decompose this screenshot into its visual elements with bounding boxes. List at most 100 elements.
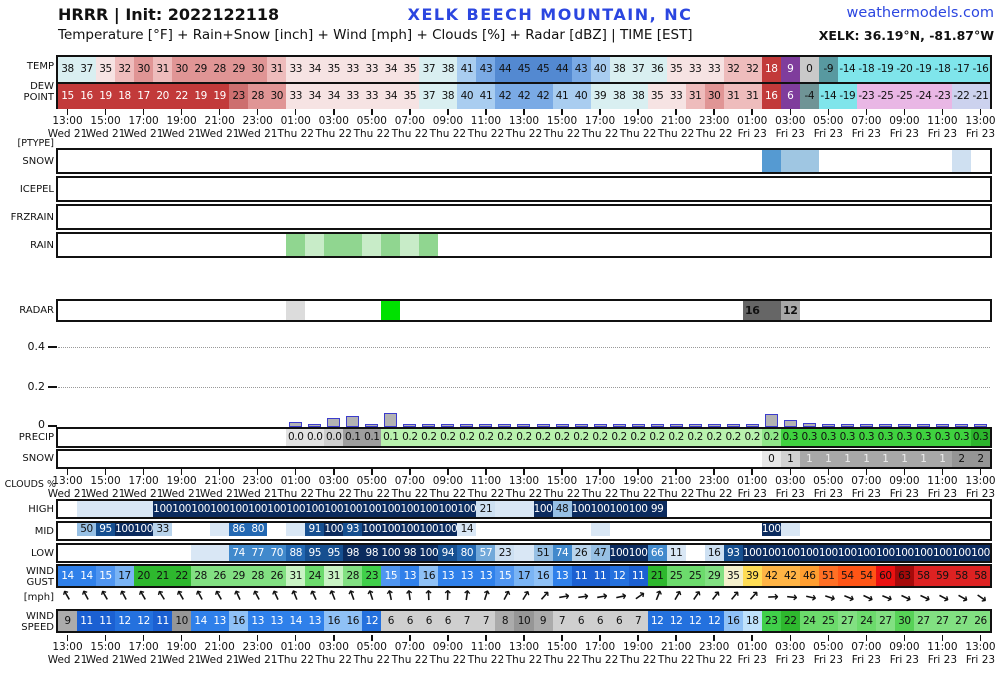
precip-accum-cell [77, 429, 96, 446]
snow-accum-cell [305, 451, 324, 467]
precip-bars [58, 327, 990, 427]
cloud-mid-cell [58, 536, 77, 539]
precip-accum-cell: 0.2 [457, 429, 477, 446]
time-tick [66, 469, 69, 475]
dewpoint-cell: 6 [780, 84, 800, 109]
cloud-low-cell: 26 [571, 545, 591, 561]
cloud-low-cell [191, 545, 211, 561]
cloud-high-cell: 100 [210, 501, 229, 517]
ptype-snow-cell [819, 150, 838, 172]
cloud-high-cell [724, 501, 743, 517]
radar-cell [362, 301, 381, 320]
ptype-snow-cell [705, 150, 724, 172]
ptype-snow-cell [96, 150, 115, 172]
snow-accum-cell [476, 451, 495, 467]
temp-cell: 0 [799, 57, 819, 82]
clouds-section-label: CLOUDS % [4, 479, 56, 490]
time-tick [751, 109, 753, 115]
dewpoint-cell: -23 [932, 84, 952, 109]
snow-accum-cell [286, 451, 305, 467]
ptype-icepel-cell [324, 178, 343, 200]
time-label: 15:00 Thu 22 [543, 115, 581, 140]
precip-bar [498, 424, 512, 427]
cloud-mid-cell: 91 [305, 523, 325, 537]
time-label: 05:00 Fri 23 [813, 475, 844, 500]
time-tick [218, 109, 221, 115]
time-label: 09:00 Thu 22 [429, 641, 467, 666]
wind-direction-arrow: ↑ [971, 588, 991, 607]
time-tick [142, 469, 145, 475]
wind-speed-cell: 23 [761, 611, 781, 631]
ptype-rain-cell [267, 234, 286, 256]
snow-accum-cell [58, 451, 77, 467]
ptype-rain-cell [857, 234, 876, 256]
radar-cell [857, 301, 876, 320]
precip-accum-cell: 0.0 [286, 429, 306, 446]
ptype-icepel-label: ICEPEL [19, 184, 54, 195]
time-tick [180, 109, 183, 115]
wind-speed-cell: 10 [514, 611, 534, 631]
wind-direction-row: ↑ ↑ ↑ ↑ ↑ ↑ ↑ ↑ ↑ ↑ ↑ ↑ ↑ ↑ ↑ ↑ ↑ ↑ ↑ ↑ ↑ ↑ ↑ ↑ ↑ ↑ ↑ ↑ ↑ ↑ ↑ ↑ ↑ ↑ ↑ ↑ ↑ ↑ ↑ ↑… [58, 586, 991, 607]
precip-bar [555, 424, 569, 427]
precip-bar [536, 424, 550, 427]
cloud-low-cell [686, 545, 705, 561]
variables-subtitle: Temperature [°F] + Rain+Snow [inch] + Wi… [58, 27, 693, 43]
wind-speed-cell: 6 [381, 611, 401, 631]
radar-cell [77, 301, 96, 320]
ptype-frzrain-cell [96, 206, 115, 228]
time-label: 15:00 Wed 21 [85, 115, 126, 140]
dewpoint-cell: 38 [628, 84, 648, 109]
cloud-high-cell [743, 501, 762, 517]
time-label: 19:00 Thu 22 [619, 641, 657, 666]
ptype-rain-cell [115, 234, 134, 256]
time-tick [827, 635, 830, 641]
wind-gust-cell: 14 [58, 566, 78, 586]
precip-accum-cell: 0.1 [381, 429, 401, 446]
wind-gust-cell: 13 [476, 566, 496, 586]
time-tick [294, 109, 297, 115]
snow-accum-cell [400, 451, 419, 467]
snow-accum-cell: 1 [894, 451, 914, 467]
snow-accum-cell: 1 [913, 451, 933, 467]
cloud-high-cell [914, 501, 933, 517]
wind-direction-arrow: ↑ [857, 588, 877, 606]
ptype-frzrain-cell [876, 206, 895, 228]
precip-bar [650, 424, 664, 427]
cloud-low-cell [153, 545, 172, 561]
ptype-frzrain-cell [743, 206, 762, 228]
wind-speed-cell: 22 [780, 611, 800, 631]
precip-bar [821, 424, 835, 427]
time-tick [675, 635, 677, 641]
wind-direction-arrow: ↑ [248, 586, 266, 606]
ptype-snow-cell [553, 150, 572, 172]
cloud-low-cell: 98 [343, 545, 363, 561]
cloud-mid-cell [514, 523, 533, 536]
snow-accum-cell [438, 451, 457, 467]
time-tick [903, 109, 906, 115]
cloud-high-cell: 100 [381, 501, 401, 517]
temp-row: 38 37 35 32 30 31 30 29 28 29 30 31 33 34 35 33 33 34 35 37… [58, 57, 990, 82]
precip-accum-row: 0.0 0.0 0.0 0.1 0.1 0.1 0.2 0.2 0.2 0.2 0.2 0.2 0.2 0… [58, 429, 990, 446]
cloud-high-cell: 100 [267, 501, 287, 517]
ptype-icepel-cell [96, 178, 115, 200]
ptype-snow-cell [210, 150, 229, 172]
time-axis-middle: 13:00 Wed 21 15:00 Wed 21 17:00 Wed 21 19:00 We… [0, 469, 1000, 503]
snow-accum-cell: 1 [799, 451, 819, 467]
ptype-rain-cell [381, 234, 401, 256]
precip-accum-cell: 0.2 [571, 429, 591, 446]
ptype-frzrain-cell [724, 206, 743, 228]
ptype-snow-cell [933, 150, 952, 172]
wind-direction-arrow: ↑ [553, 590, 572, 604]
dewpoint-cell: 33 [666, 84, 686, 109]
temp-cell: 33 [362, 57, 382, 82]
time-tick [218, 469, 221, 475]
snow-accum-cell [115, 451, 134, 467]
ptype-snow-cell [267, 150, 286, 172]
radar-cell [172, 301, 191, 320]
wind-speed-cell: 9 [58, 611, 78, 631]
wind-gust-cell: 11 [628, 566, 648, 586]
time-tick [485, 469, 487, 475]
ptype-icepel-cell [457, 178, 476, 200]
clouds-low-row: 74 77 70 88 95 95 98 98 100 98 100 94 80 57 23 51 74 26 47… [58, 545, 990, 561]
site-link[interactable]: weathermodels.com [846, 5, 994, 21]
